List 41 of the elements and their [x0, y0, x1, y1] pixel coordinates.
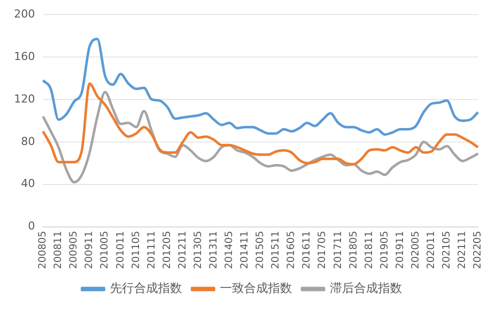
- x-tick-label: 201305: [192, 230, 204, 270]
- x-tick-label: 201411: [240, 230, 251, 270]
- x-tick-label: 201111: [146, 230, 158, 270]
- x-tick-label: 201711: [332, 230, 344, 270]
- x-tick-label: 201005: [100, 230, 111, 270]
- line-series: [42, 38, 480, 136]
- x-tick-label: 202205: [472, 230, 484, 270]
- line-series: [42, 82, 480, 166]
- y-tick-label: 40: [20, 177, 35, 190]
- x-tick-label: 202005: [410, 230, 422, 270]
- x-tick-label: 201805: [348, 230, 360, 270]
- x-tick-label: 201505: [255, 230, 266, 270]
- y-tick-label: 160: [14, 50, 35, 63]
- x-tick-label: 202011: [426, 230, 437, 270]
- y-tick-label: 80: [20, 134, 35, 148]
- y-tick-label: 120: [14, 92, 35, 106]
- x-tick-label: 200805: [38, 230, 49, 270]
- x-tick-label: 201611: [302, 230, 313, 270]
- x-tick-label: 201605: [286, 230, 298, 270]
- legend-label: 先行合成指数: [110, 281, 182, 296]
- x-tick-label: 201905: [379, 230, 390, 270]
- x-tick-label: 201311: [208, 230, 220, 270]
- x-tick-label: 200905: [68, 230, 80, 270]
- legend-label: 滞后合成指数: [330, 281, 402, 296]
- x-tick-label: 201205: [162, 230, 173, 270]
- x-tick-label: 201511: [270, 230, 282, 270]
- x-tick-label: 200811: [53, 230, 64, 270]
- legend-label: 一致合成指数: [220, 281, 292, 296]
- x-tick-label: 201211: [177, 230, 188, 270]
- x-tick-label: 201705: [317, 230, 328, 270]
- x-tick-label: 201011: [115, 230, 126, 270]
- x-tick-label: 202105: [442, 230, 453, 270]
- x-tick-label: 201405: [224, 230, 236, 270]
- x-tick-label: 201811: [364, 230, 375, 270]
- x-tick-label: 200911: [84, 230, 96, 270]
- y-tick-label: 200: [14, 7, 35, 20]
- y-tick-label: 0: [28, 220, 35, 233]
- line-series: [42, 90, 480, 184]
- x-tick-label: 201911: [394, 230, 406, 270]
- x-tick-label: 201105: [130, 230, 142, 270]
- x-tick-label: 202111: [457, 230, 468, 270]
